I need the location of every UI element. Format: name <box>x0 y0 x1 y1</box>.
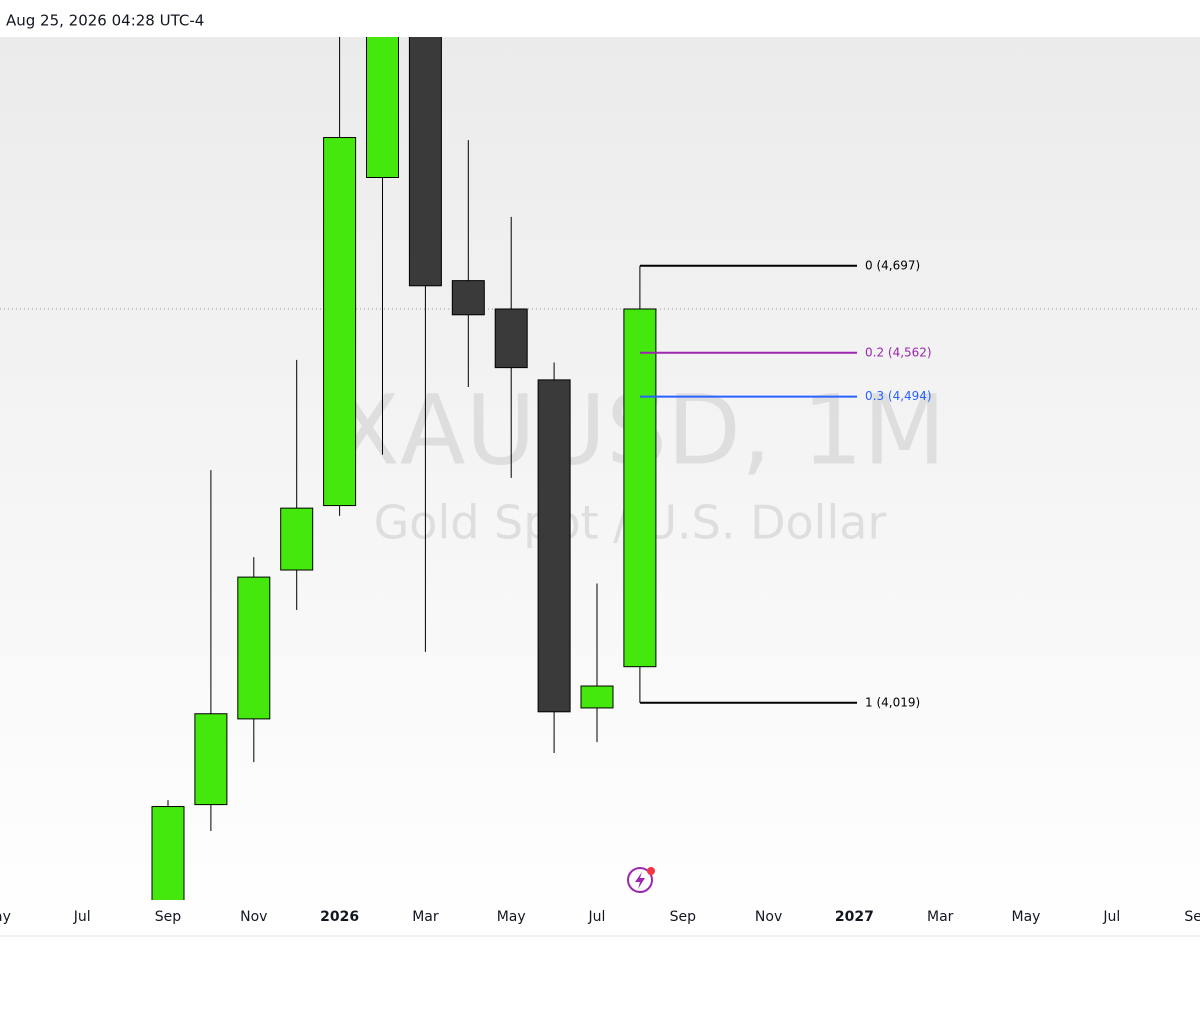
replay-icon[interactable] <box>627 867 655 893</box>
candle-body <box>537 379 571 713</box>
x-tick-label: Nov <box>755 909 782 925</box>
x-tick-label: Jul <box>1102 909 1120 925</box>
candle-body <box>151 806 185 900</box>
x-tick-label: May <box>497 909 526 925</box>
x-tick-label: 2026 <box>320 909 359 925</box>
x-tick-label: Jul <box>73 909 91 925</box>
plot <box>0 37 1200 900</box>
x-tick-label: May <box>0 909 11 925</box>
x-tick-label: Nov <box>240 909 267 925</box>
fib-level-label: 0.2 (4,562) <box>865 345 932 359</box>
candle-body <box>237 576 271 720</box>
candle-body <box>494 308 528 369</box>
x-tick-label: Mar <box>927 909 954 925</box>
candle-body <box>408 37 442 287</box>
candle-body <box>580 685 614 709</box>
fib-level-label: 0.3 (4,494) <box>865 389 932 403</box>
x-tick-label: Jul <box>588 909 606 925</box>
candle-body <box>194 713 228 806</box>
candle-body <box>323 137 357 507</box>
candle-body <box>451 280 485 316</box>
x-tick-label: May <box>1012 909 1041 925</box>
candle-body <box>280 507 314 571</box>
x-tick-label: Sep <box>670 909 697 925</box>
candle-body <box>623 308 657 668</box>
fib-level-label: 1 (4,019) <box>865 695 920 709</box>
x-tick-label: 2027 <box>835 909 874 925</box>
candle-body <box>366 37 399 179</box>
fib-level-label: 0 (4,697) <box>865 258 920 272</box>
x-tick-label: Mar <box>412 909 439 925</box>
x-tick-label: Sep <box>155 909 182 925</box>
header-time: Aug 25, 2026 04:28 UTC-4 <box>6 12 204 30</box>
x-tick-label: Sep <box>1184 909 1200 925</box>
